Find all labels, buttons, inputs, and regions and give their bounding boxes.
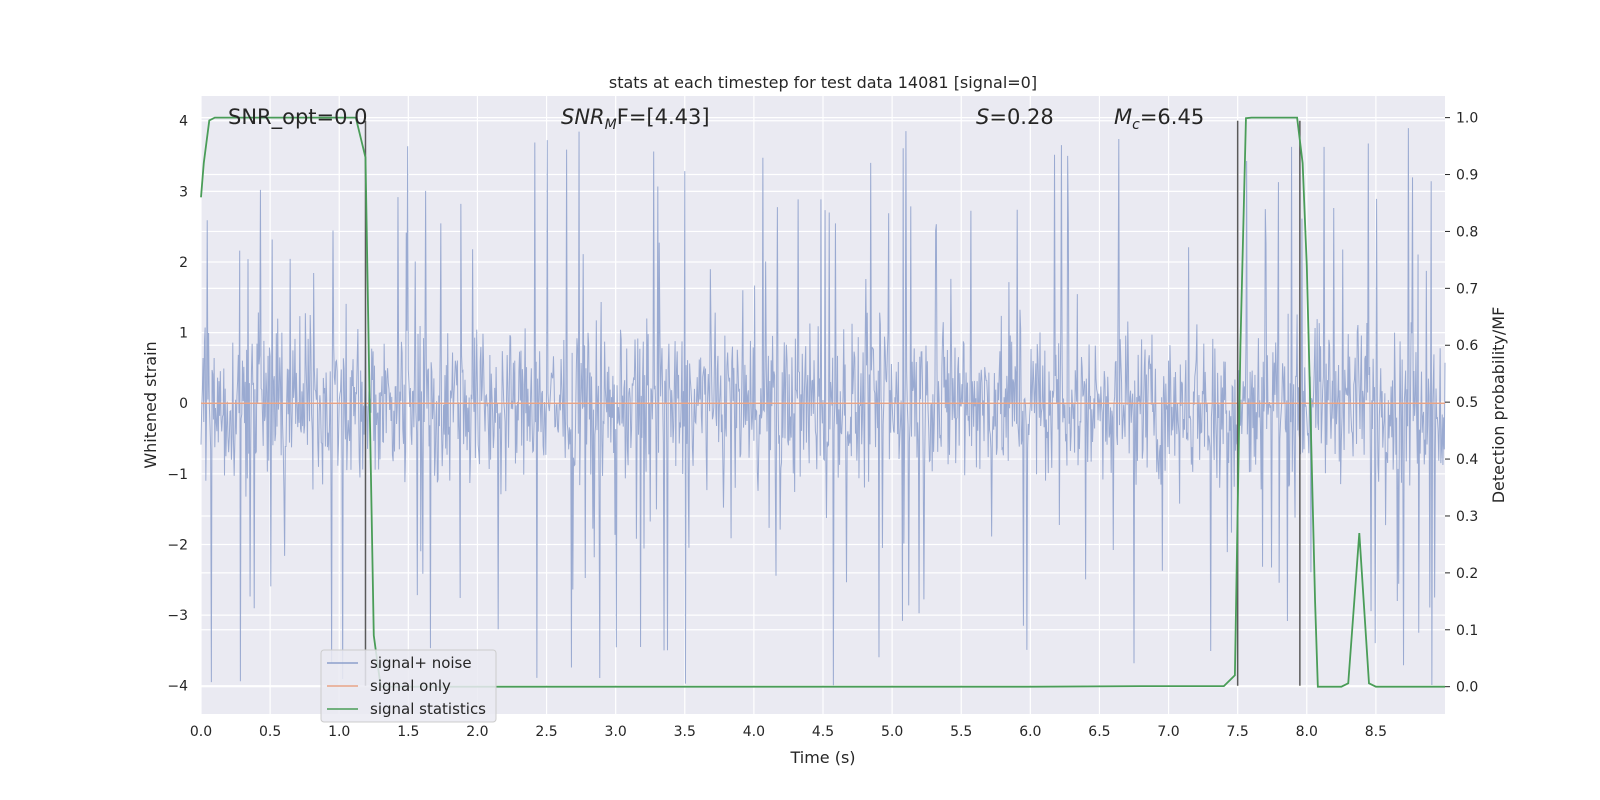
x-tick-label-17: 8.5	[1365, 724, 1387, 740]
x-tick-label-16: 8.0	[1296, 724, 1318, 740]
y-tick-label-1: 3	[179, 184, 188, 200]
annotation-snr-mf-tail: F=[4.43]	[617, 105, 710, 129]
x-tick-label-10: 5.0	[881, 724, 903, 740]
marker-lines	[364, 120, 1301, 686]
annotation-mc: Mc=6.45	[1114, 105, 1204, 133]
annotation-s-base: S	[976, 105, 989, 129]
annotation-s-tail: =0.28	[989, 105, 1053, 129]
legend-label-signal-only: signal only	[370, 677, 451, 695]
y-tick-label-7: −3	[167, 608, 188, 624]
legend-label-signal-statistics: signal statistics	[370, 700, 486, 718]
x-tick-label-3: 1.5	[397, 724, 419, 740]
annotation-snr-opt: SNR_opt=0.0	[228, 105, 368, 130]
legend-box	[320, 649, 497, 723]
series-signal-statistics-line	[200, 116, 1445, 688]
y-tick-label-8: −4	[167, 679, 188, 695]
y2-tick-label-5: 0.5	[1456, 395, 1478, 411]
y2-tick-label-3: 0.7	[1456, 281, 1478, 297]
y-axis-ticks: 4 3 2 1 0 −1 −2 −3 −4	[167, 114, 188, 695]
y-tick-label-3: 1	[179, 326, 188, 342]
x-tick-label-12: 6.0	[1019, 724, 1041, 740]
y2-axis-label: Detection probability/MF	[1489, 307, 1508, 504]
y-axis-label: Whitened strain	[141, 341, 160, 468]
x-tick-label-9: 4.5	[812, 724, 834, 740]
y2-tick-label-0: 1.0	[1456, 111, 1478, 127]
x-tick-label-8: 4.0	[743, 724, 765, 740]
annotation-mc-sub: c	[1132, 117, 1140, 133]
legend: signal+ noise signal only signal statist…	[320, 649, 497, 723]
y-tick-label-2: 2	[179, 255, 188, 271]
y-tick-label-0: 4	[179, 114, 188, 130]
legend-label-signal-noise: signal+ noise	[370, 654, 472, 672]
x-tick-label-7: 3.5	[674, 724, 696, 740]
annotation-mc-base: M	[1114, 105, 1132, 129]
x-tick-label-15: 7.5	[1227, 724, 1249, 740]
chart-title: stats at each timestep for test data 140…	[609, 73, 1037, 92]
y2-axis-ticks: 1.0 0.9 0.8 0.7 0.6 0.5 0.4 0.3 0.2 0.1 0.0	[1445, 111, 1478, 696]
y-tick-label-5: −1	[167, 467, 188, 483]
y2-tick-label-4: 0.6	[1456, 338, 1478, 354]
annotation-mc-tail: =6.45	[1140, 105, 1204, 129]
y2-tick-label-9: 0.1	[1456, 623, 1478, 639]
x-tick-label-11: 5.5	[950, 724, 972, 740]
y2-tick-label-10: 0.0	[1456, 680, 1478, 696]
y-tick-label-4: 0	[179, 396, 188, 412]
x-tick-label-4: 2.0	[466, 724, 488, 740]
x-tick-label-2: 1.0	[328, 724, 350, 740]
y2-tick-label-7: 0.3	[1456, 509, 1478, 525]
annotation-snr-mf: SNRMF=[4.43]	[561, 105, 710, 133]
x-tick-label-6: 3.0	[605, 724, 627, 740]
annotation-s: S=0.28	[976, 105, 1054, 129]
annotation-snr-mf-sub: M	[605, 117, 617, 133]
x-tick-label-13: 6.5	[1088, 724, 1110, 740]
y-tick-label-6: −2	[167, 537, 188, 553]
y2-tick-label-8: 0.2	[1456, 566, 1478, 582]
x-tick-label-5: 2.5	[535, 724, 557, 740]
x-tick-label-0: 0.0	[190, 724, 212, 740]
annotation-snr-mf-base: SNR	[561, 105, 605, 129]
statistics-series	[200, 116, 1445, 688]
x-tick-label-1: 0.5	[259, 724, 281, 740]
x-axis-ticks: 0.0 0.5 1.0 1.5 2.0 2.5 3.0 3.5 4.0 4.5 5.0 5.5 6.0 6…	[190, 724, 1387, 740]
x-tick-label-14: 7.0	[1157, 724, 1179, 740]
y2-tick-label-1: 0.9	[1456, 168, 1478, 184]
x-axis-label: Time (s)	[789, 748, 855, 767]
y2-tick-label-6: 0.4	[1456, 452, 1478, 468]
y2-tick-label-2: 0.8	[1456, 224, 1478, 240]
